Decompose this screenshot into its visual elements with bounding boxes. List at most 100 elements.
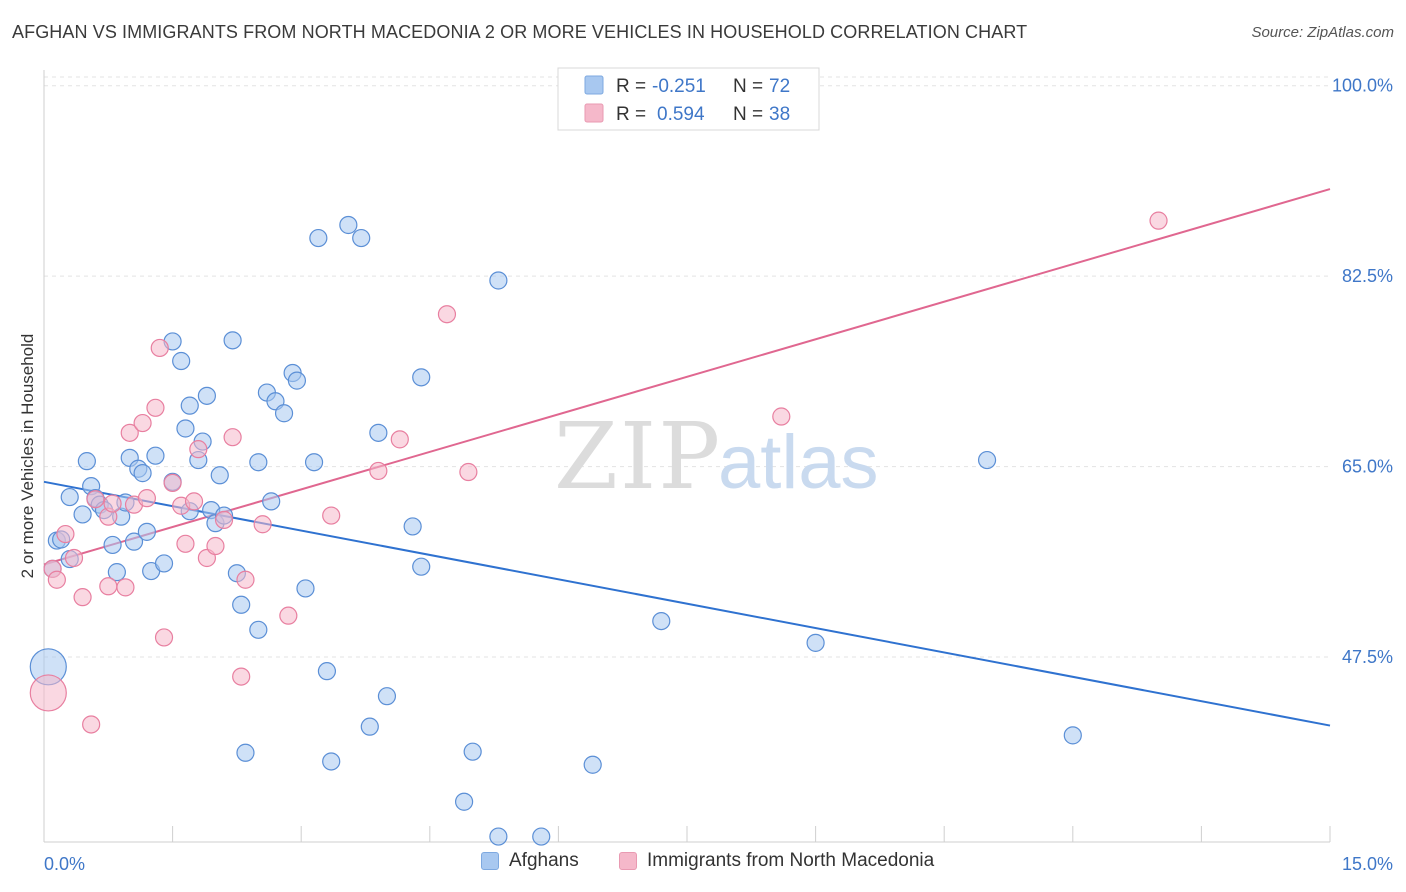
afghans-point (322, 752, 341, 771)
macedonia-point (116, 578, 135, 597)
macedonia-point (47, 570, 66, 589)
afghans-point (77, 452, 96, 471)
afghans-point (652, 611, 671, 631)
x-min-label: 0.0% (44, 854, 85, 874)
afghans-point (262, 492, 281, 511)
afghans-point (977, 450, 997, 470)
legend-label-afghans: Afghans (509, 850, 579, 871)
source-label: Source: ZipAtlas.com (1251, 24, 1394, 41)
macedonia-point (82, 715, 101, 734)
afghans-point (137, 522, 156, 541)
macedonia-point (236, 570, 255, 589)
stats-r-value-afghans: -0.251 (652, 76, 706, 97)
afghans-point (360, 717, 379, 736)
macedonia-point (223, 428, 242, 447)
afghans-point (236, 743, 255, 762)
macedonia-point (163, 473, 182, 492)
afghans-point (232, 595, 251, 614)
afghans-point (176, 419, 195, 438)
chart-title: AFGHAN VS IMMIGRANTS FROM NORTH MACEDONI… (12, 22, 1028, 42)
afghans-points (29, 215, 1082, 846)
afghans-point (369, 423, 388, 442)
macedonia-point (232, 667, 251, 686)
macedonia-point (86, 490, 105, 509)
macedonia-point (369, 461, 388, 481)
x-max-label: 15.0% (1342, 854, 1393, 874)
afghans-point (296, 579, 315, 598)
watermark: ZIP atlas (554, 403, 879, 510)
afghans-point (223, 331, 242, 350)
y-tick-labels: 47.5% 65.0% 82.5% 100.0% (1332, 76, 1393, 667)
macedonia-point (99, 577, 118, 596)
macedonia-points (29, 211, 1168, 734)
macedonia-point (29, 674, 67, 712)
afghans-point (806, 633, 825, 652)
stats-swatch-macedonia (584, 103, 604, 123)
macedonia-point (56, 524, 75, 544)
afghans-point (133, 464, 152, 483)
afghans-point (489, 827, 508, 846)
macedonia-point (214, 510, 234, 529)
afghans-point (412, 368, 431, 387)
y-axis-title: 2 or more Vehicles in Household (18, 334, 37, 579)
afghans-point (172, 351, 191, 371)
macedonia-point (146, 398, 165, 417)
legend-label-macedonia: Immigrants from North Macedonia (647, 850, 935, 871)
y-tick-label: 82.5% (1342, 266, 1393, 286)
afghans-point (103, 535, 122, 555)
afghans-point (317, 662, 337, 681)
macedonia-point (133, 413, 152, 433)
macedonia-point (772, 407, 791, 426)
macedonia-point (390, 430, 409, 449)
y-tick-label: 65.0% (1342, 457, 1393, 477)
afghans-point (304, 453, 324, 472)
afghans-point (249, 620, 268, 639)
afghans-point (197, 386, 216, 405)
trend-line-macedonia (43, 188, 1331, 566)
stats-swatch-afghans (584, 75, 604, 95)
afghans-point (489, 271, 508, 290)
macedonia-point (137, 489, 156, 508)
macedonia-point (322, 506, 341, 525)
afghans-point (463, 742, 482, 761)
stats-r-label-afghans: R = (616, 76, 646, 97)
afghans-point (532, 827, 551, 846)
afghans-point (274, 404, 294, 423)
y-tick-label: 100.0% (1332, 76, 1393, 96)
afghans-point (154, 554, 174, 573)
afghans-point (287, 371, 307, 390)
afghans-point (146, 446, 165, 465)
y-tick-label: 47.5% (1342, 647, 1393, 667)
afghans-point (210, 466, 229, 485)
watermark-zip: ZIP (554, 403, 722, 510)
afghans-point (249, 453, 268, 472)
macedonia-point (206, 536, 225, 556)
afghans-point (180, 396, 199, 415)
afghans-point (309, 228, 328, 248)
macedonia-point (176, 534, 195, 553)
x-ticks (172, 826, 1331, 842)
stats-n-value-macedonia: 38 (769, 104, 790, 125)
stats-r-label-macedonia: R = (616, 104, 646, 125)
afghans-point (60, 487, 79, 507)
macedonia-point (154, 628, 174, 647)
macedonia-point (120, 423, 139, 442)
stats-n-value-afghans: 72 (769, 76, 790, 97)
macedonia-point (150, 338, 169, 358)
macedonia-point (64, 548, 84, 568)
afghans-point (352, 228, 371, 248)
macedonia-point (189, 440, 208, 459)
macedonia-point (1149, 211, 1168, 230)
macedonia-point (437, 305, 457, 324)
afghans-point (377, 687, 397, 706)
afghans-point (124, 532, 144, 551)
legend-swatch-macedonia (619, 852, 637, 870)
afghans-point (107, 563, 126, 582)
macedonia-point (279, 606, 298, 625)
legend-item-macedonia: Immigrants from North Macedonia (619, 850, 934, 872)
stats-n-label-afghans: N = (733, 76, 763, 97)
afghans-point (339, 215, 358, 235)
legend-swatch-afghans (481, 852, 499, 870)
macedonia-point (73, 588, 92, 607)
